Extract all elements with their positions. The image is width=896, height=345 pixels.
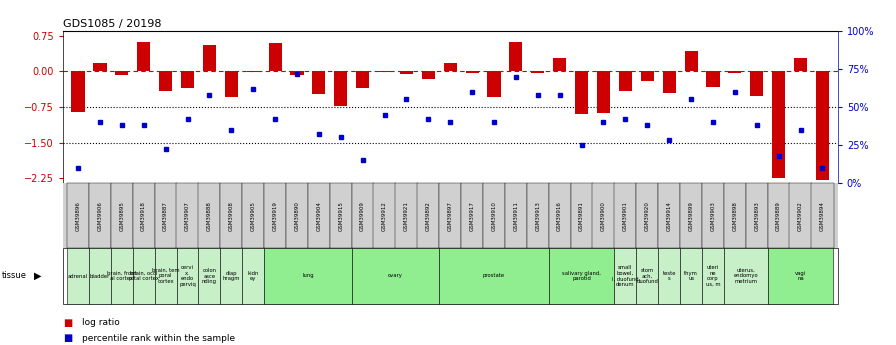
Bar	[334, 71, 348, 106]
Text: diap
hragm: diap hragm	[222, 270, 240, 282]
Bar	[509, 42, 522, 71]
Bar	[137, 42, 151, 71]
Text: GSM39890: GSM39890	[295, 201, 299, 230]
Text: GSM39901: GSM39901	[623, 201, 628, 230]
Text: prostate: prostate	[483, 274, 505, 278]
Bar	[225, 71, 237, 98]
Text: GSM39909: GSM39909	[360, 201, 366, 230]
Bar	[794, 58, 807, 71]
Text: GSM39895: GSM39895	[119, 201, 125, 230]
Text: GSM39897: GSM39897	[448, 201, 452, 230]
Bar	[597, 71, 610, 113]
Text: GSM39921: GSM39921	[404, 201, 409, 230]
Bar	[575, 71, 588, 114]
Text: log ratio: log ratio	[82, 318, 120, 327]
Text: percentile rank within the sample: percentile rank within the sample	[82, 334, 236, 343]
Bar	[816, 71, 829, 180]
Text: GSM39902: GSM39902	[798, 201, 803, 230]
Text: brain, tem
poral
cortex: brain, tem poral cortex	[151, 268, 179, 284]
Bar	[269, 43, 281, 71]
Text: GSM39894: GSM39894	[820, 201, 825, 230]
Bar	[487, 71, 501, 98]
Text: GSM39911: GSM39911	[513, 201, 519, 230]
Text: GSM39916: GSM39916	[557, 201, 562, 230]
Text: GSM39898: GSM39898	[732, 201, 737, 230]
Text: cervi
x,
endo
perviq: cervi x, endo perviq	[179, 265, 196, 287]
Bar	[72, 71, 84, 112]
Bar	[772, 71, 785, 178]
Text: brain, occi
pital cortex: brain, occi pital cortex	[129, 270, 159, 282]
Text: GSM39893: GSM39893	[754, 201, 759, 230]
Text: thym
us: thym us	[685, 270, 698, 282]
Text: ▶: ▶	[34, 271, 41, 281]
Text: small
bowel,
I, duofund
denum: small bowel, I, duofund denum	[612, 265, 639, 287]
Text: GSM39891: GSM39891	[579, 201, 584, 230]
Bar	[313, 71, 325, 94]
Text: GSM39892: GSM39892	[426, 201, 431, 230]
Text: GSM39900: GSM39900	[601, 201, 606, 230]
Bar	[728, 71, 741, 73]
Bar	[422, 71, 435, 79]
Bar	[466, 71, 478, 73]
Bar	[159, 71, 172, 91]
Text: vagi
na: vagi na	[795, 270, 806, 282]
Text: ■: ■	[63, 333, 72, 343]
Text: GSM39906: GSM39906	[98, 201, 102, 230]
Text: GSM39889: GSM39889	[776, 201, 781, 230]
Text: bladder: bladder	[90, 274, 110, 278]
Bar	[202, 45, 216, 71]
Bar	[181, 71, 194, 88]
Bar	[663, 71, 676, 93]
Text: ovary: ovary	[388, 274, 403, 278]
Bar	[116, 71, 128, 75]
Bar	[400, 71, 413, 74]
Text: salivary gland,
parotid: salivary gland, parotid	[562, 270, 601, 282]
Text: GSM39913: GSM39913	[535, 201, 540, 230]
Text: teste
s: teste s	[662, 270, 676, 282]
Text: GSM39905: GSM39905	[251, 201, 255, 230]
Text: GSM39904: GSM39904	[316, 201, 322, 230]
Text: lung: lung	[302, 274, 314, 278]
Text: GSM39896: GSM39896	[75, 201, 81, 230]
Text: GSM39914: GSM39914	[667, 201, 672, 230]
Text: uterus,
endomyo
metrium: uterus, endomyo metrium	[734, 268, 758, 284]
Text: GSM39899: GSM39899	[688, 201, 694, 230]
Bar	[378, 71, 392, 72]
Bar	[619, 71, 632, 91]
Bar	[246, 71, 260, 72]
Bar	[685, 51, 698, 71]
Bar	[553, 58, 566, 71]
Text: GSM39907: GSM39907	[185, 201, 190, 230]
Text: adrenal: adrenal	[68, 274, 88, 278]
Text: GSM39910: GSM39910	[492, 201, 496, 230]
Text: stom
ach,
duofund: stom ach, duofund	[636, 268, 659, 284]
Text: GSM39912: GSM39912	[382, 201, 387, 230]
Bar	[641, 71, 654, 81]
Text: GSM39887: GSM39887	[163, 201, 168, 230]
Text: GSM39888: GSM39888	[207, 201, 212, 230]
Bar	[356, 71, 369, 88]
Text: GSM39919: GSM39919	[272, 201, 278, 230]
Bar	[750, 71, 763, 96]
Bar	[444, 63, 457, 71]
Text: GDS1085 / 20198: GDS1085 / 20198	[63, 19, 161, 29]
Text: GSM39915: GSM39915	[339, 201, 343, 230]
Text: colon
asce
nding: colon asce nding	[202, 268, 217, 284]
Bar	[706, 71, 719, 87]
Text: GSM39920: GSM39920	[645, 201, 650, 230]
Text: brain, front
al cortex: brain, front al cortex	[107, 270, 137, 282]
Text: tissue: tissue	[2, 272, 27, 280]
Text: GSM39908: GSM39908	[228, 201, 234, 230]
Text: GSM39917: GSM39917	[470, 201, 475, 230]
Bar	[531, 71, 545, 73]
Bar	[93, 63, 107, 71]
Bar	[290, 71, 304, 75]
Text: ■: ■	[63, 318, 72, 327]
Text: kidn
ey: kidn ey	[247, 270, 259, 282]
Text: GSM39903: GSM39903	[711, 201, 716, 230]
Text: GSM39918: GSM39918	[142, 201, 146, 230]
Text: uteri
ne
corp
us, m: uteri ne corp us, m	[706, 265, 720, 287]
